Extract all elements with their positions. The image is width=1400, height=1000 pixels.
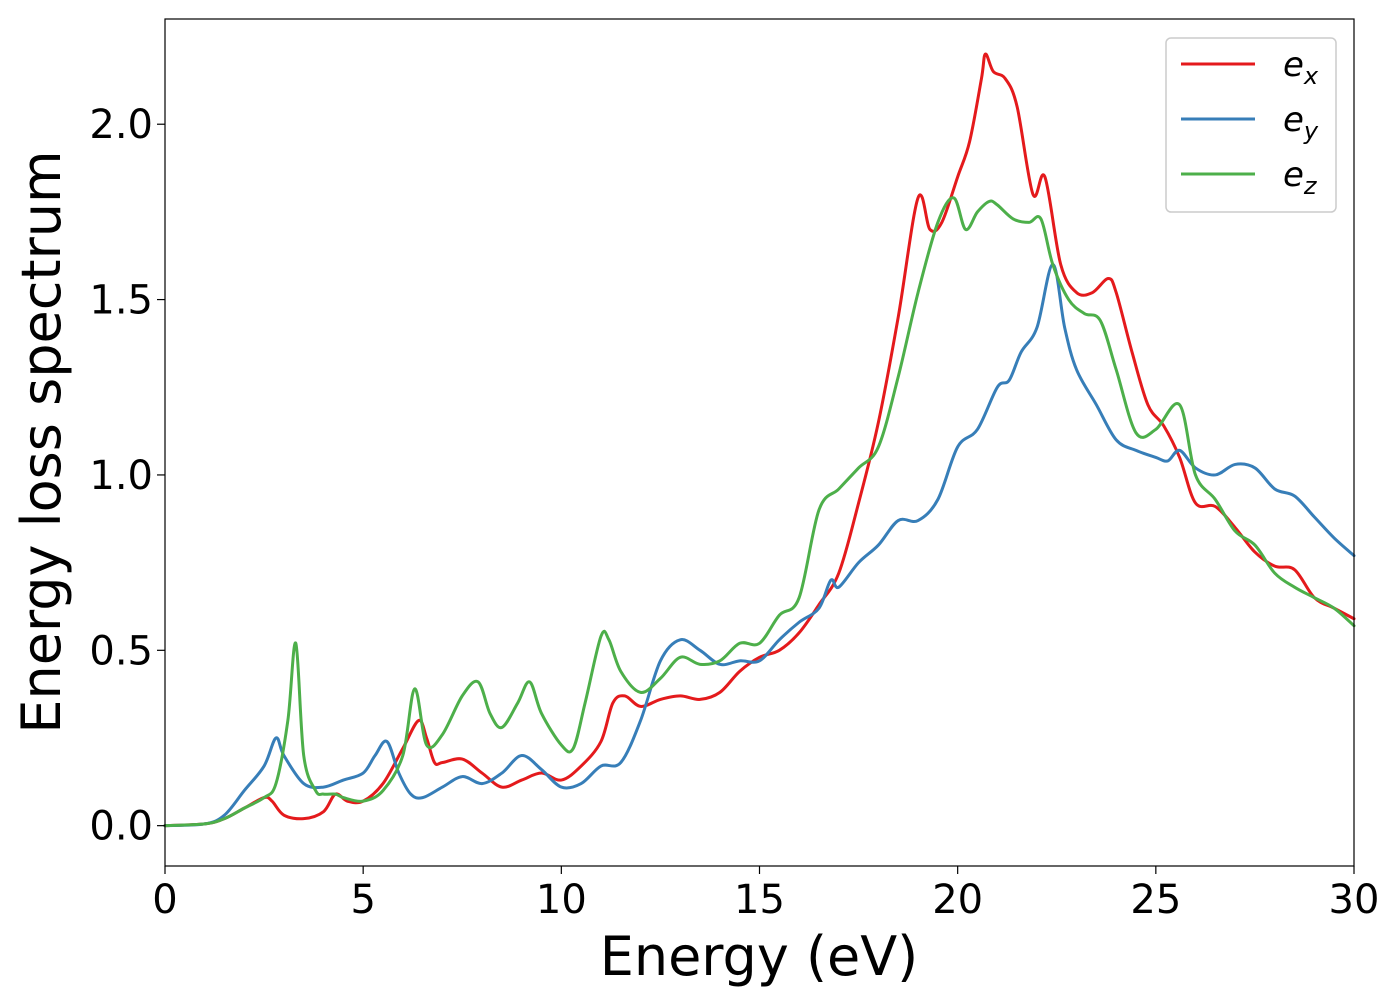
x-tick-label: 20	[932, 877, 983, 923]
y-axis-ticks: 0.0 0.5 1.0 1.5 2.0	[89, 102, 165, 850]
x-axis-title: Energy (eV)	[600, 925, 919, 988]
x-tick-label: 5	[350, 877, 375, 923]
legend-frame	[1165, 37, 1337, 213]
series-line-ey	[163, 263, 1356, 828]
x-tick-label: 0	[152, 877, 177, 923]
plot-area	[165, 19, 1354, 866]
series-line-ez	[163, 196, 1356, 828]
y-axis-title: Energy loss spectrum	[10, 150, 73, 733]
y-tick-label: 2.0	[89, 102, 153, 148]
y-tick-label: 1.5	[89, 278, 153, 324]
x-tick-label: 15	[734, 877, 785, 923]
x-tick-label: 30	[1329, 877, 1380, 923]
y-tick-label: 0.0	[89, 804, 153, 850]
x-tick-label: 25	[1130, 877, 1181, 923]
y-tick-label: 0.5	[89, 628, 153, 674]
x-tick-label: 10	[536, 877, 587, 923]
series-line-ex	[163, 52, 1356, 828]
y-tick-label: 1.0	[89, 453, 153, 499]
series-lines	[163, 52, 1356, 828]
x-axis-ticks: 0 5 10 15 20 25 30	[152, 866, 1379, 923]
